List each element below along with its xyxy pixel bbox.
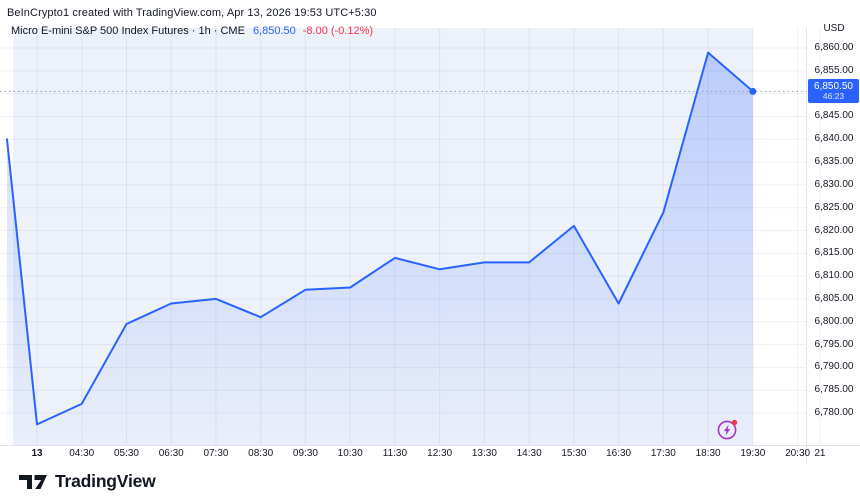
time-axis-label: 13 (31, 448, 43, 459)
time-axis-label: 04:30 (69, 448, 95, 459)
chart-legend: Micro E-mini S&P 500 Index Futures · 1h … (11, 24, 373, 38)
price-axis[interactable]: USD 6,850.50 46:23 6,860.00 6,855.00 6,845… (806, 23, 860, 445)
price-axis-label: 6,825.00 (814, 201, 854, 213)
price-axis-label: 6,780.00 (814, 407, 854, 418)
last-price-dot (749, 87, 757, 95)
time-axis-label: 12:30 (427, 448, 453, 459)
price-axis-label: 6,840.00 (814, 133, 854, 145)
badge-price: 6,850.50 (814, 81, 853, 93)
legend-change: -8.00 (-0.12%) (302, 25, 374, 37)
price-axis-label: 6,810.00 (814, 270, 854, 282)
price-axis-label: 6,795.00 (814, 338, 854, 350)
price-axis-label: 6,790.00 (814, 361, 854, 373)
time-axis-label: 07:30 (203, 448, 229, 459)
price-axis-label: 6,820.00 (814, 224, 854, 236)
price-axis-label: 6,785.00 (814, 384, 854, 396)
tradingview-logo[interactable]: TradingView (18, 471, 156, 492)
price-axis-label: 6,800.00 (814, 315, 854, 327)
time-axis-label: 18:30 (695, 448, 721, 459)
time-axis-label: 19:30 (740, 448, 766, 459)
time-axis-label: 15:30 (561, 448, 587, 459)
notification-dot (731, 419, 738, 426)
time-axis-label: 08:30 (248, 448, 274, 459)
price-axis-label: 6,860.00 (814, 42, 854, 53)
events-lightning-icon[interactable] (713, 415, 741, 443)
lightning-bolt-icon (723, 424, 731, 436)
price-axis-label: 6,835.00 (814, 156, 854, 168)
price-axis-label: 6,845.00 (814, 110, 854, 122)
area-fill (7, 52, 753, 445)
time-axis-label: 06:30 (158, 448, 184, 459)
time-axis-label: 20:30 (785, 448, 811, 459)
events-icon-circle (717, 420, 737, 440)
price-axis-label: 6,815.00 (814, 247, 854, 259)
attribution-text: BeInCrypto1 created with TradingView.com… (7, 7, 377, 19)
time-axis[interactable]: 13 04:30 05:30 06:30 07:30 08:30 09:30 10:30 11:… (0, 446, 860, 462)
legend-last-price: 6,850.50 (252, 25, 296, 37)
price-line (6, 51, 754, 426)
current-price-badge: 6,850.50 46:23 (808, 79, 859, 104)
time-axis-label: 10:30 (337, 448, 363, 459)
badge-countdown: 46:23 (822, 91, 845, 102)
price-axis-label: 6,855.00 (814, 64, 854, 76)
time-axis-label: 16:30 (606, 448, 632, 459)
time-axis-label: 14:30 (516, 448, 542, 459)
time-axis-label: 11:30 (382, 448, 408, 459)
time-axis-label: 05:30 (113, 448, 139, 459)
tradingview-logo-text: TradingView (55, 471, 156, 491)
time-axis-label: 13:30 (471, 448, 497, 459)
logo-bar: TradingView (0, 462, 860, 502)
currency-label: USD (823, 23, 845, 34)
price-axis-label: 6,805.00 (814, 292, 854, 304)
price-axis-label: 6,830.00 (814, 178, 854, 190)
time-axis-label: 09:30 (292, 448, 318, 459)
legend-symbol-title[interactable]: Micro E-mini S&P 500 Index Futures · 1h … (11, 25, 245, 37)
time-axis-label: 21 (814, 448, 826, 459)
tradingview-logo-icon (19, 474, 47, 489)
time-axis-label: 17:30 (650, 448, 676, 459)
